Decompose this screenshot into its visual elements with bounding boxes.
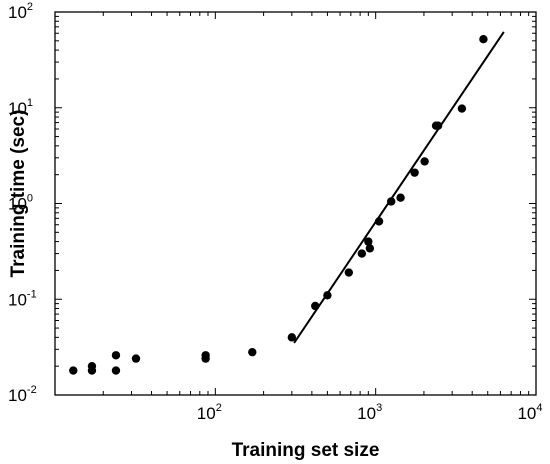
y-tick-label: 101: [8, 97, 33, 118]
data-point: [364, 237, 373, 246]
data-point: [410, 168, 419, 177]
x-tick-label: 104: [517, 402, 542, 423]
data-point: [323, 291, 332, 300]
x-tick-label: 102: [197, 402, 222, 423]
data-point: [248, 347, 257, 357]
y-tick-label: 100: [8, 193, 33, 214]
data-point: [87, 366, 97, 375]
data-point: [420, 157, 429, 166]
data-point: [396, 193, 405, 202]
data-point: [69, 366, 78, 375]
data-point: [201, 354, 210, 363]
data-point: [374, 217, 384, 226]
data-point: [387, 197, 396, 206]
data-point: [344, 268, 354, 277]
data-point: [365, 244, 375, 253]
data-point: [357, 249, 367, 258]
data-point: [131, 354, 141, 363]
y-tick-label: 10-2: [8, 384, 37, 405]
x-tick-label: 103: [357, 402, 382, 423]
y-tick-label: 102: [8, 1, 33, 22]
data-point: [433, 121, 443, 130]
y-tick-label: 10-1: [8, 288, 37, 309]
data-point: [111, 366, 121, 375]
fit-line: [293, 31, 505, 344]
data-layer: [69, 31, 505, 375]
data-point: [479, 34, 488, 44]
y-axis-label: Training time (sec): [8, 110, 29, 278]
data-point: [311, 301, 320, 311]
data-point: [457, 104, 467, 113]
data-point: [111, 351, 121, 360]
ticks-layer: 102 103 104 10-2 10-1 100 101 102: [8, 1, 543, 423]
data-point: [287, 333, 297, 342]
x-axis-label: Training set size: [232, 440, 380, 461]
